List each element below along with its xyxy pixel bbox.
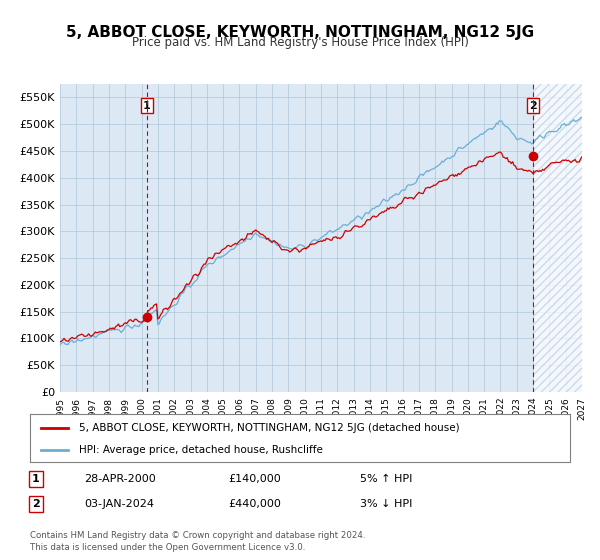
Text: 1: 1 — [143, 101, 151, 110]
Text: 28-APR-2000: 28-APR-2000 — [84, 474, 156, 484]
Text: 5% ↑ HPI: 5% ↑ HPI — [360, 474, 412, 484]
Text: HPI: Average price, detached house, Rushcliffe: HPI: Average price, detached house, Rush… — [79, 445, 322, 455]
Text: Contains HM Land Registry data © Crown copyright and database right 2024.: Contains HM Land Registry data © Crown c… — [30, 531, 365, 540]
Text: £140,000: £140,000 — [228, 474, 281, 484]
Text: Price paid vs. HM Land Registry's House Price Index (HPI): Price paid vs. HM Land Registry's House … — [131, 36, 469, 49]
Text: 5, ABBOT CLOSE, KEYWORTH, NOTTINGHAM, NG12 5JG (detached house): 5, ABBOT CLOSE, KEYWORTH, NOTTINGHAM, NG… — [79, 423, 459, 433]
Text: This data is licensed under the Open Government Licence v3.0.: This data is licensed under the Open Gov… — [30, 543, 305, 552]
Text: 2: 2 — [32, 499, 40, 509]
Text: 5, ABBOT CLOSE, KEYWORTH, NOTTINGHAM, NG12 5JG: 5, ABBOT CLOSE, KEYWORTH, NOTTINGHAM, NG… — [66, 25, 534, 40]
Text: 3% ↓ HPI: 3% ↓ HPI — [360, 499, 412, 509]
Text: 03-JAN-2024: 03-JAN-2024 — [84, 499, 154, 509]
Text: 1: 1 — [32, 474, 40, 484]
Text: £440,000: £440,000 — [228, 499, 281, 509]
Text: 2: 2 — [529, 101, 537, 110]
